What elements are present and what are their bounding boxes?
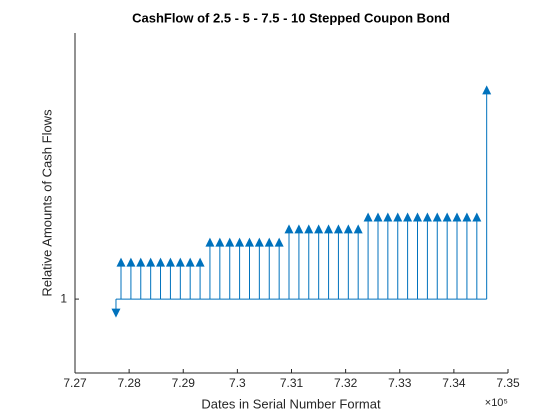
- arrow-marker: [175, 257, 185, 267]
- arrow-marker: [324, 224, 334, 234]
- arrow-marker: [452, 212, 462, 222]
- chart-title: CashFlow of 2.5 - 5 - 7.5 - 10 Stepped C…: [132, 10, 450, 25]
- arrow-marker: [413, 212, 423, 222]
- x-tick-label: 7.27: [63, 376, 87, 390]
- arrow-marker: [343, 224, 353, 234]
- arrow-marker: [111, 308, 121, 318]
- arrow-marker: [165, 257, 175, 267]
- arrow-marker: [333, 224, 343, 234]
- x-tick-label: 7.28: [117, 376, 141, 390]
- arrow-marker: [205, 237, 215, 247]
- arrow-marker: [442, 212, 452, 222]
- arrow-marker: [244, 237, 254, 247]
- arrow-marker: [185, 257, 195, 267]
- arrow-marker: [462, 212, 472, 222]
- arrow-marker: [432, 212, 442, 222]
- arrow-marker: [156, 257, 166, 267]
- arrow-marker: [136, 257, 146, 267]
- x-tick-label: 7.29: [172, 376, 196, 390]
- arrow-marker: [353, 224, 363, 234]
- y-tick-label: 1: [60, 291, 67, 305]
- arrow-marker: [215, 237, 225, 247]
- x-axis-label: Dates in Serial Number Format: [201, 396, 381, 411]
- x-tick-label: 7.35: [496, 376, 520, 390]
- x-tick-label: 7.3: [229, 376, 246, 390]
- arrow-marker: [403, 212, 413, 222]
- arrow-marker: [294, 224, 304, 234]
- y-axis-label: Relative Amounts of Cash Flows: [39, 109, 54, 297]
- x-tick-label: 7.34: [442, 376, 466, 390]
- x-exponent-label: ×10⁵: [485, 397, 508, 409]
- arrow-marker: [195, 257, 205, 267]
- arrow-marker: [264, 237, 274, 247]
- arrow-marker: [363, 212, 373, 222]
- arrow-marker: [225, 237, 235, 247]
- arrow-marker: [146, 257, 156, 267]
- arrow-marker: [126, 257, 136, 267]
- arrow-marker: [482, 85, 492, 95]
- arrow-marker: [314, 224, 324, 234]
- arrow-marker: [383, 212, 393, 222]
- arrow-marker: [254, 237, 264, 247]
- x-tick-label: 7.33: [388, 376, 412, 390]
- x-tick-label: 7.31: [280, 376, 304, 390]
- arrow-marker: [393, 212, 403, 222]
- arrow-marker: [116, 257, 126, 267]
- arrow-marker: [284, 224, 294, 234]
- arrow-marker: [422, 212, 432, 222]
- arrow-marker: [472, 212, 482, 222]
- x-tick-label: 7.32: [334, 376, 358, 390]
- arrow-marker: [304, 224, 314, 234]
- arrow-marker: [373, 212, 383, 222]
- arrow-marker: [274, 237, 284, 247]
- arrow-marker: [235, 237, 245, 247]
